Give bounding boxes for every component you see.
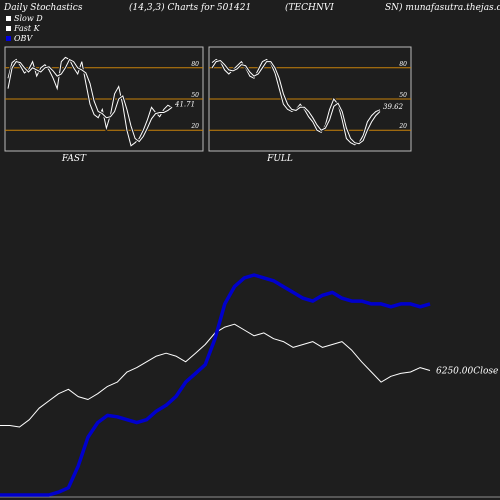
panel2-tick-50: 50 xyxy=(399,92,407,99)
panel1-series-0-line xyxy=(7,56,173,147)
panel1-last-value: 41.71 xyxy=(174,101,195,109)
legend-label-slow-d: Slow D xyxy=(14,14,43,23)
legend-label-fast-k: Fast K xyxy=(14,24,40,33)
main-series-1-line xyxy=(0,273,431,497)
legend-swatch-obv xyxy=(6,36,11,41)
legend-swatch-fast-k xyxy=(6,26,11,31)
panel1-title: FAST xyxy=(61,154,87,164)
main-last-value: 6250.00Close xyxy=(436,367,498,377)
legend-item-slow-d: Slow D xyxy=(6,14,43,23)
chart-site: SN) munafasutra.thejas.co xyxy=(385,3,500,13)
panel1-series-1-line xyxy=(7,58,173,143)
panel2-tick-80: 80 xyxy=(399,61,407,68)
chart-symbol: (TECHNVI xyxy=(285,3,334,13)
legend-item-fast-k: Fast K xyxy=(6,24,40,33)
panel1-tick-80: 80 xyxy=(191,61,199,68)
legend-swatch-slow-d xyxy=(6,16,11,21)
panel1-tick-20: 20 xyxy=(190,123,199,130)
panel2-last-value: 39.62 xyxy=(383,103,404,111)
legend-item-obv: OBV xyxy=(6,34,32,43)
panel1-tick-50: 50 xyxy=(191,92,199,99)
panel2-title: FULL xyxy=(266,154,293,164)
chart-title: Daily Stochastics xyxy=(4,3,83,13)
chart-params: (14,3,3) Charts for 501421 xyxy=(129,3,252,13)
panel2-series-1-line xyxy=(211,59,381,145)
panel2-tick-20: 20 xyxy=(398,123,407,130)
legend-label-obv: OBV xyxy=(14,34,33,43)
